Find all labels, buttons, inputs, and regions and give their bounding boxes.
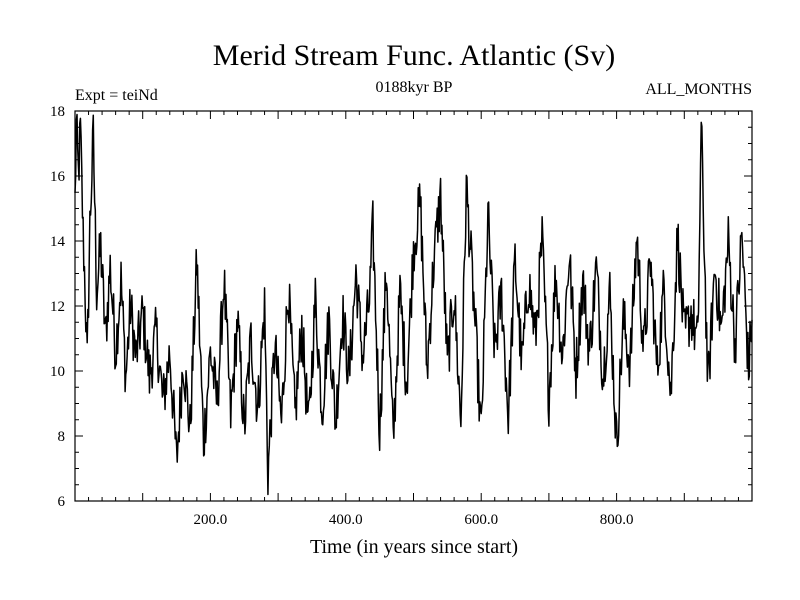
series-line <box>74 113 753 496</box>
x-tick-label: 600.0 <box>464 512 498 528</box>
x-axis-label: Time (in years since start) <box>310 536 518 558</box>
y-tick-label: 18 <box>50 104 65 120</box>
y-tick-label: 12 <box>50 299 65 315</box>
chart-subtitle: 0188kyr BP <box>376 79 453 96</box>
y-tick-label: 16 <box>50 169 66 185</box>
chart-title: Merid Stream Func. Atlantic (Sv) <box>213 39 615 72</box>
series-layer <box>74 113 753 496</box>
period-label: ALL_MONTHS <box>645 81 752 98</box>
experiment-label: Expt = teiNd <box>75 87 158 104</box>
y-tick-label: 8 <box>58 429 66 445</box>
x-tick-label: 400.0 <box>329 512 363 528</box>
x-tick-label: 200.0 <box>194 512 228 528</box>
y-tick-label: 10 <box>50 364 65 380</box>
y-tick-label: 6 <box>58 494 66 510</box>
x-tick-label: 800.0 <box>600 512 634 528</box>
y-tick-label: 14 <box>50 234 66 250</box>
